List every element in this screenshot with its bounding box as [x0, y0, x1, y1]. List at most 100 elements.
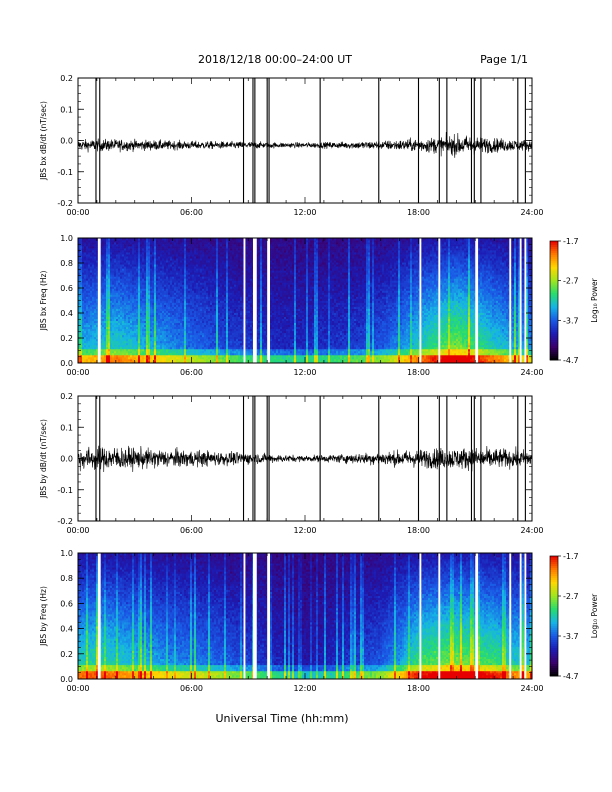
spectrogram-cell [116, 343, 118, 345]
spectrogram-cell [112, 280, 114, 282]
spectrogram-cell [118, 347, 120, 349]
spectrogram-cell [116, 264, 118, 266]
spectrogram-cell [132, 244, 134, 246]
spectrogram-cell [116, 303, 118, 305]
spectrogram-cell [122, 296, 124, 298]
spectrogram-cell [90, 319, 92, 321]
spectrogram-cell [84, 301, 86, 303]
spectrogram-cell [102, 355, 104, 357]
spectrogram-cell [126, 264, 128, 266]
spectrogram-cell [94, 254, 96, 256]
spectrogram-cell [128, 244, 130, 246]
spectrogram-cell [114, 339, 116, 341]
spectrogram-cell [112, 244, 114, 246]
spectrogram-cell [86, 254, 88, 256]
spectrogram-cell [104, 286, 106, 288]
spectrogram-cell [86, 337, 88, 339]
spectrogram-cell [118, 296, 120, 298]
spectrogram-cell [112, 307, 114, 309]
spectrogram-cell [124, 301, 126, 303]
spectrogram-cell [122, 274, 124, 276]
spectrogram-cell [82, 323, 84, 325]
spectrogram-cell [108, 343, 110, 345]
spectrogram-cell [92, 292, 94, 294]
spectrogram-cell [88, 270, 90, 272]
spectrogram-cell [90, 307, 92, 309]
spectrogram-cell [82, 355, 84, 357]
spectrogram-cell [130, 260, 132, 262]
spectrogram-cell [132, 317, 134, 319]
spectrogram-cell [118, 319, 120, 321]
spectrogram-cell [106, 264, 108, 266]
spectrogram-cell [112, 349, 114, 351]
spectrogram-cell [126, 254, 128, 256]
spectrogram-cell [110, 256, 112, 258]
spectrogram-cell [82, 264, 84, 266]
spectrogram-cell [84, 347, 86, 349]
spectrogram-cell [120, 296, 122, 298]
spectrogram-cell [118, 264, 120, 266]
spectrogram-cell [108, 349, 110, 351]
spectrogram-cell [110, 327, 112, 329]
spectrogram-cell [106, 254, 108, 256]
spectrogram-cell [132, 303, 134, 305]
spectrogram-cell [80, 339, 82, 341]
spectrogram-cell [116, 296, 118, 298]
spectrogram-cell [122, 303, 124, 305]
spectrogram-cell [124, 266, 126, 268]
spectrogram-cell [84, 333, 86, 335]
spectrogram-cell [102, 240, 104, 242]
y-tick-label: -0.1 [57, 168, 73, 177]
spectrogram-cell [110, 349, 112, 351]
spectrogram-cell [118, 266, 120, 268]
spectrogram-cell [130, 292, 132, 294]
spectrogram-cell [112, 303, 114, 305]
x-tick-label: 12:00 [293, 208, 316, 217]
spectrogram-cell [112, 274, 114, 276]
spectrogram-cell [82, 339, 84, 341]
spectrogram-cell [132, 256, 134, 258]
spectrogram-cell [104, 256, 106, 258]
spectrogram-cell [114, 333, 116, 335]
spectrogram-cell [110, 248, 112, 250]
spectrogram-cell [120, 329, 122, 331]
spectrogram-cell [118, 248, 120, 250]
spectrogram-cell [124, 280, 126, 282]
spectrogram-cell [118, 359, 120, 361]
spectrogram-cell [82, 250, 84, 252]
spectrogram-cell [84, 327, 86, 329]
spectrogram-cell [126, 339, 128, 341]
spectrogram-cell [104, 339, 106, 341]
spectrogram-cell [80, 333, 82, 335]
spectrogram-cell [120, 274, 122, 276]
spectrogram-cell [116, 280, 118, 282]
spectrogram-cell [110, 280, 112, 282]
spectrogram-cell [126, 290, 128, 292]
spectrogram-cell [84, 292, 86, 294]
spectrogram-cell [116, 292, 118, 294]
spectrogram-cell [110, 296, 112, 298]
spectrogram-cell [94, 333, 96, 335]
spectrogram-cell [114, 296, 116, 298]
spectrogram-cell [120, 307, 122, 309]
spectrogram-cell [128, 323, 130, 325]
spectrogram-cell [86, 301, 88, 303]
spectrogram-cell [110, 292, 112, 294]
spectrogram-cell [108, 333, 110, 335]
spectrogram-cell [112, 284, 114, 286]
spectrogram-cell [122, 256, 124, 258]
spectrogram-cell [112, 248, 114, 250]
spectrogram-cell [124, 292, 126, 294]
spectrogram-cell [80, 349, 82, 351]
spectrogram-cell [106, 311, 108, 313]
spectrogram-cell [114, 355, 116, 357]
spectrogram-cell [80, 270, 82, 272]
spectrogram-cell [102, 266, 104, 268]
spectrogram-cell [132, 266, 134, 268]
spectrogram-cell [118, 337, 120, 339]
spectrogram-cell [102, 311, 104, 313]
spectrogram-cells [78, 238, 532, 363]
spectrogram-cell [122, 343, 124, 345]
spectrogram-cell [124, 290, 126, 292]
spectrogram-cell [116, 284, 118, 286]
